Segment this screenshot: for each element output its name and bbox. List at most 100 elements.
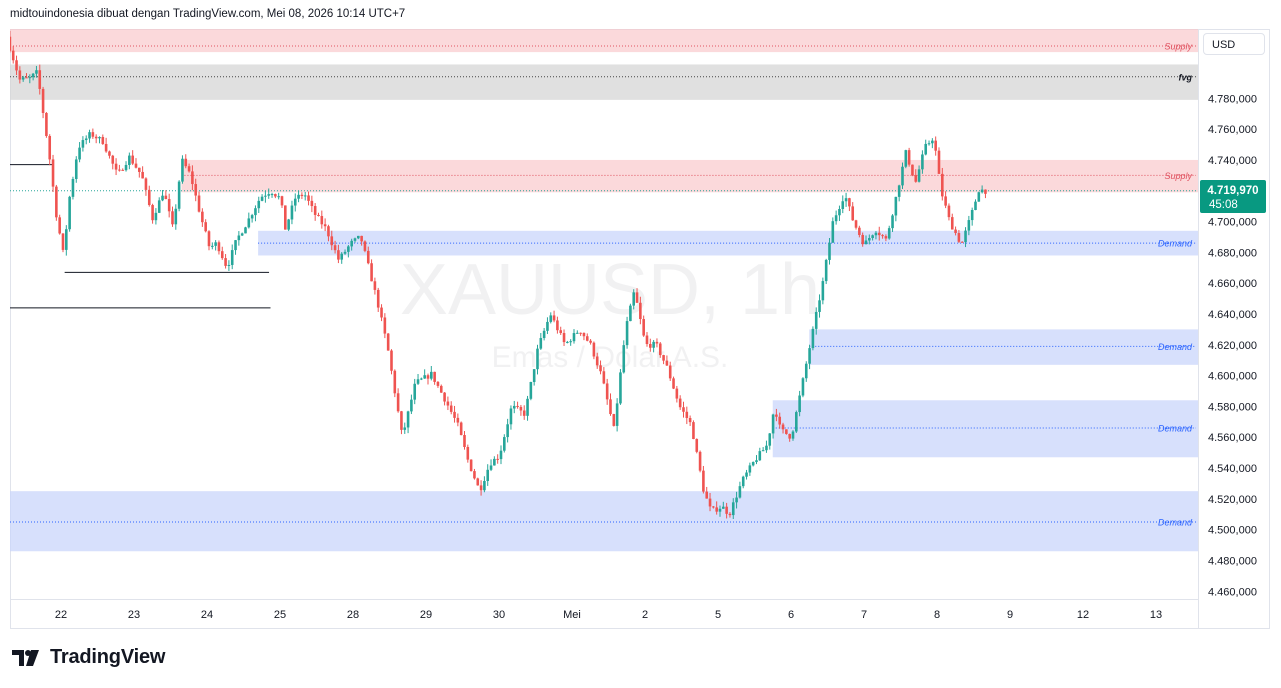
candle-body-93 [317, 214, 320, 217]
candle-body-144 [486, 469, 490, 482]
candle-body-290 [970, 210, 974, 221]
candle-body-26 [94, 136, 98, 139]
price-tick-label: 4.660,000 [1208, 278, 1257, 290]
candle-body-27 [98, 136, 101, 139]
candle-body-192 [645, 335, 649, 345]
candle-body-96 [327, 226, 330, 237]
candle-body-128 [433, 371, 436, 382]
candle-body-97 [330, 236, 334, 246]
candle-body-240 [804, 363, 808, 379]
candle-body-104 [353, 238, 357, 241]
candle-body-88 [300, 194, 304, 197]
candle-body-67 [230, 250, 234, 265]
candle-body-114 [386, 333, 390, 351]
last-price-badge [1200, 180, 1266, 213]
tradingview-logo-icon [12, 649, 39, 666]
candle-body-211 [708, 498, 712, 507]
candle-body-259 [868, 238, 871, 241]
candle-body-60 [207, 231, 211, 247]
candle-body-152 [512, 405, 516, 409]
candle-body-111 [376, 289, 380, 308]
price-tick-label: 4.700,000 [1208, 217, 1257, 229]
candle-body-153 [516, 405, 519, 407]
candle-body-257 [861, 234, 864, 245]
candle-body-215 [722, 506, 725, 509]
candle-body-45 [157, 200, 161, 213]
candle-body-270 [904, 150, 908, 167]
candle-body-238 [798, 395, 801, 413]
candle-body-194 [652, 341, 655, 348]
candle-body-222 [745, 472, 748, 477]
zone-label-2: Supply [1164, 171, 1192, 181]
candle-body-99 [337, 250, 340, 260]
candle-body-282 [944, 196, 947, 206]
candle-body-294 [984, 189, 987, 194]
candle-body-236 [791, 431, 795, 439]
candle-body-103 [350, 240, 353, 247]
candle-body-226 [758, 451, 762, 461]
candle-body-255 [854, 220, 858, 228]
price-tick-label: 4.560,000 [1208, 432, 1257, 444]
candle-body-208 [698, 451, 702, 471]
candle-body-78 [267, 194, 271, 196]
candle-body-180 [605, 383, 609, 400]
candle-body-176 [592, 342, 596, 357]
candle-body-219 [735, 497, 738, 503]
candle-body-247 [828, 242, 831, 260]
time-tick-label: 24 [201, 609, 213, 621]
candle-body-95 [323, 224, 327, 227]
candle-body-252 [844, 198, 848, 202]
candle-body-129 [436, 381, 440, 386]
currency-selector-button[interactable]: USD [1203, 33, 1265, 55]
candle-body-268 [897, 185, 901, 197]
candle-body-276 [924, 143, 928, 155]
candle-body-118 [400, 411, 403, 430]
candle-body-20 [74, 159, 78, 179]
candle-body-287 [960, 241, 964, 243]
candle-body-131 [443, 392, 446, 402]
candle-body-72 [247, 218, 251, 228]
candle-body-137 [463, 435, 466, 447]
candle-body-28 [101, 136, 105, 144]
candle-body-179 [602, 371, 606, 384]
candle-body-65 [224, 258, 227, 266]
price-chart[interactable]: XAUUSD, 1h Emas / Dolar A.S. SupplyfvgSu… [10, 29, 1270, 629]
candle-body-161 [542, 330, 546, 339]
candle-body-75 [257, 200, 261, 209]
price-tick-label: 4.460,000 [1208, 586, 1257, 598]
candle-body-266 [891, 215, 894, 229]
candle-body-84 [287, 219, 290, 230]
candle-body-207 [695, 439, 699, 452]
candle-body-246 [824, 259, 828, 282]
candle-body-51 [177, 181, 181, 209]
candle-body-132 [446, 401, 450, 406]
candle-body-260 [871, 235, 874, 239]
candle-body-209 [702, 470, 705, 492]
candle-body-169 [569, 341, 572, 343]
candle-body-32 [114, 163, 118, 170]
candle-body-68 [234, 240, 237, 251]
candle-body-29 [104, 143, 108, 152]
price-tick-label: 4.580,000 [1208, 401, 1257, 413]
candle-body-81 [277, 196, 280, 198]
candle-body-14 [55, 186, 58, 218]
candle-body-12 [48, 135, 52, 160]
candle-body-39 [138, 167, 141, 172]
time-tick-label: 6 [788, 609, 794, 621]
price-tick-label: 4.500,000 [1208, 525, 1257, 537]
candle-body-160 [539, 338, 543, 349]
candle-body-174 [585, 336, 589, 341]
candle-body-61 [211, 245, 214, 247]
candle-body-71 [244, 227, 247, 234]
candle-body-125 [423, 375, 426, 379]
candle-body-285 [954, 229, 957, 234]
zone-supply-0 [10, 29, 1198, 53]
tradingview-brand-text: TradingView [50, 646, 166, 668]
candle-body-38 [134, 163, 138, 168]
time-tick-label: 7 [861, 609, 867, 621]
candle-body-202 [678, 398, 682, 408]
candle-body-115 [390, 350, 393, 371]
candle-body-48 [167, 199, 171, 212]
time-tick-label: 30 [493, 609, 505, 621]
candle-body-256 [858, 227, 861, 235]
